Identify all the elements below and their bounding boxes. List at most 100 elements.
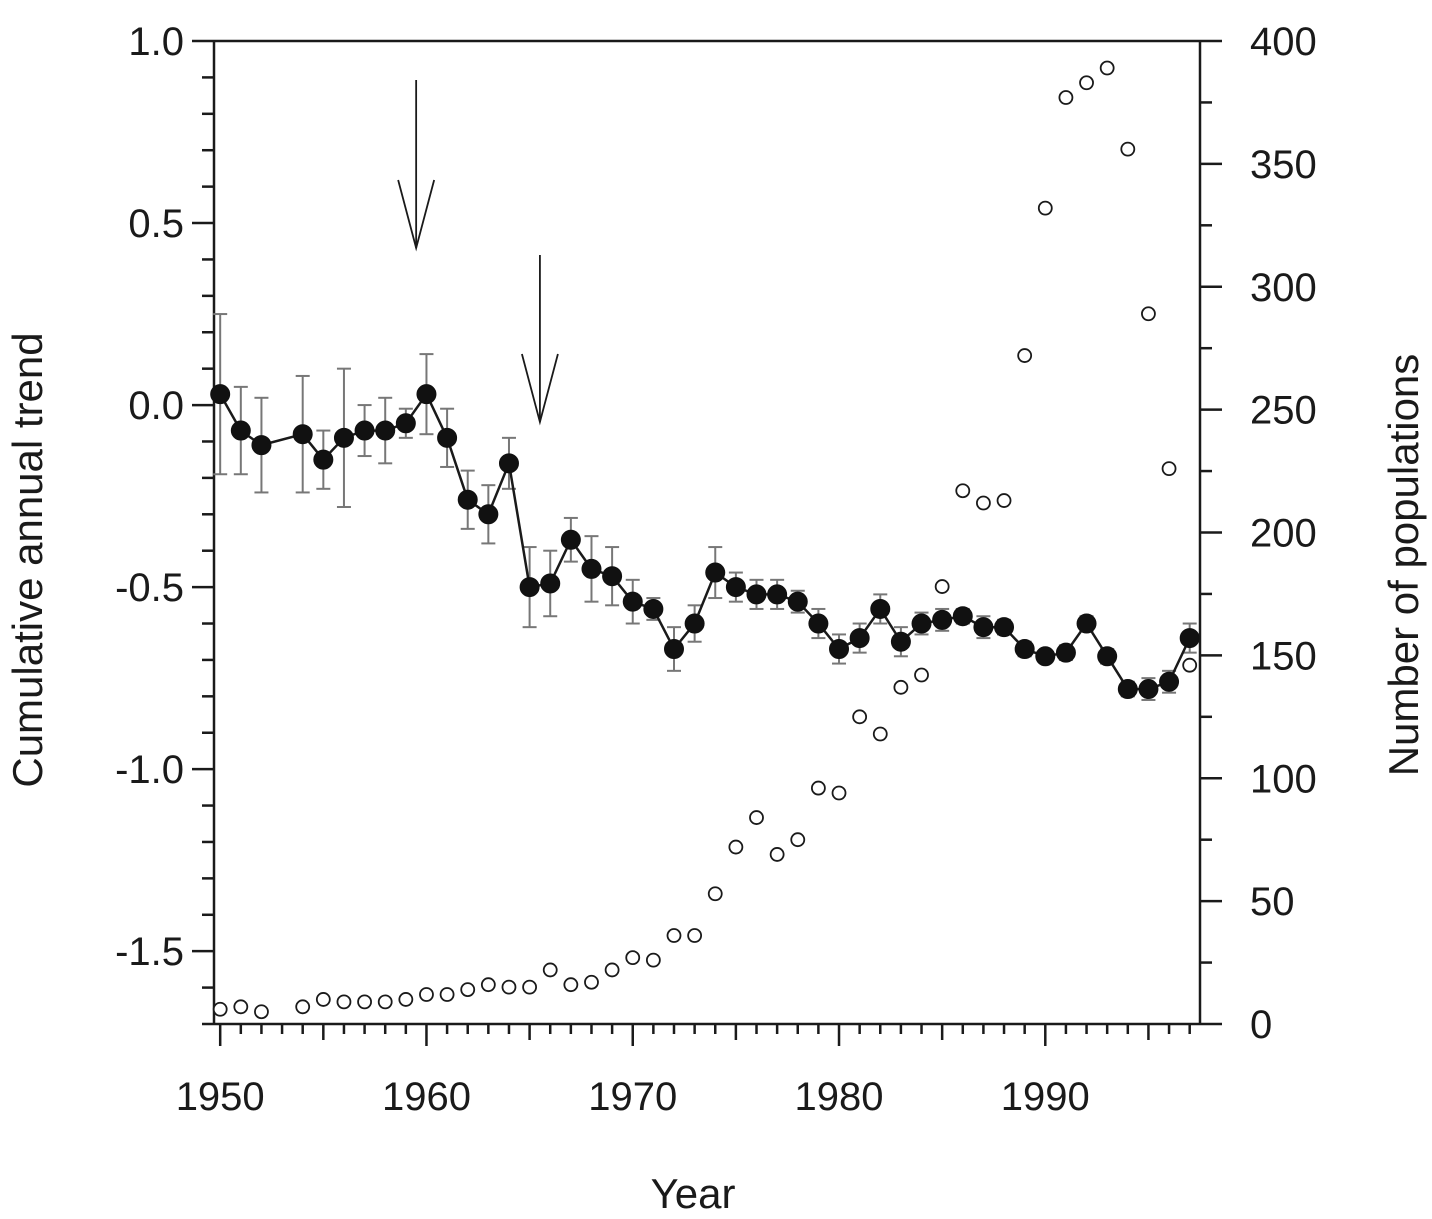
x-tick-label: 1970 bbox=[588, 1075, 677, 1119]
population-count-point bbox=[584, 974, 599, 990]
population-count-point bbox=[439, 987, 455, 1002]
population-count-point bbox=[914, 667, 929, 683]
right-tick-label: 200 bbox=[1250, 512, 1317, 556]
population-count-point bbox=[542, 962, 558, 978]
population-count-point bbox=[1099, 60, 1115, 76]
population-count-point bbox=[955, 483, 971, 499]
right-tick-label: 300 bbox=[1250, 266, 1317, 310]
population-count-point bbox=[996, 493, 1012, 508]
plot-frame bbox=[212, 39, 1202, 1026]
population-count-point bbox=[522, 979, 538, 995]
population-count-point bbox=[749, 810, 764, 825]
trend-point bbox=[498, 453, 519, 474]
trend-point bbox=[746, 584, 767, 605]
annotation-arrow bbox=[397, 80, 436, 252]
population-count-point bbox=[480, 977, 496, 993]
trend-point bbox=[333, 427, 354, 448]
population-count-point bbox=[976, 495, 991, 511]
population-count-point bbox=[501, 979, 517, 995]
left-tick-label: -1.0 bbox=[115, 748, 184, 792]
x-tick-label: 1950 bbox=[176, 1075, 265, 1119]
population-count-point bbox=[728, 839, 744, 855]
population-count-point bbox=[872, 726, 888, 742]
cumulative-trend-series bbox=[210, 313, 1200, 701]
population-count-point bbox=[563, 977, 579, 993]
population-count-point bbox=[1120, 141, 1136, 157]
population-count-series bbox=[212, 60, 1198, 1020]
population-count-point bbox=[357, 994, 372, 1010]
trend-point bbox=[602, 566, 623, 587]
population-count-point bbox=[893, 679, 909, 695]
trend-point bbox=[1014, 639, 1035, 660]
left-tick-label: -1.5 bbox=[115, 930, 184, 974]
population-count-point bbox=[790, 832, 806, 848]
left-axis-title: Cumulative annual trend bbox=[4, 332, 51, 787]
left-tick-label: 1.0 bbox=[128, 20, 184, 64]
trend-point bbox=[1159, 671, 1180, 692]
trend-point bbox=[416, 384, 437, 405]
x-tick-label: 1990 bbox=[1001, 1075, 1090, 1119]
trend-point bbox=[829, 639, 850, 660]
right-axis-title: Number of populations bbox=[1380, 354, 1427, 777]
x-axis-title: Year bbox=[651, 1170, 736, 1217]
population-count-point bbox=[1079, 75, 1094, 91]
trend-point bbox=[911, 613, 932, 634]
trend-point bbox=[870, 598, 891, 619]
annotation-arrow bbox=[521, 255, 559, 426]
trend-point bbox=[973, 617, 994, 638]
population-count-point bbox=[769, 847, 785, 862]
population-count-point bbox=[1037, 200, 1053, 216]
trend-point bbox=[643, 598, 664, 619]
population-count-point bbox=[398, 992, 414, 1007]
population-count-point bbox=[1141, 306, 1156, 322]
population-count-point bbox=[1182, 657, 1198, 673]
trend-point bbox=[684, 613, 705, 634]
population-count-point bbox=[852, 709, 868, 725]
trend-point bbox=[540, 573, 561, 594]
right-tick-label: 0 bbox=[1250, 1003, 1272, 1047]
trend-point bbox=[1097, 646, 1118, 667]
left-tick-label: -0.5 bbox=[115, 566, 184, 610]
population-count-point bbox=[934, 579, 950, 594]
x-tick-label: 1960 bbox=[382, 1075, 471, 1119]
right-tick-label: 50 bbox=[1250, 880, 1295, 924]
trend-point bbox=[560, 529, 581, 550]
right-tick-label: 400 bbox=[1250, 20, 1317, 64]
population-count-point bbox=[295, 999, 311, 1015]
population-count-point bbox=[604, 962, 620, 978]
trend-point bbox=[210, 384, 231, 405]
population-count-point bbox=[419, 987, 434, 1002]
population-count-point bbox=[1017, 348, 1033, 363]
trend-point bbox=[1055, 642, 1076, 663]
trend-point bbox=[622, 591, 643, 612]
trend-point bbox=[581, 558, 602, 579]
population-count-point bbox=[254, 1004, 269, 1020]
trend-point bbox=[1076, 613, 1097, 634]
trend-point bbox=[457, 489, 478, 510]
population-count-point bbox=[645, 952, 661, 968]
trend-point bbox=[478, 504, 499, 525]
population-count-point bbox=[315, 992, 331, 1007]
trend-point bbox=[1035, 646, 1056, 667]
trend-point bbox=[725, 577, 746, 598]
trend-point bbox=[1179, 628, 1200, 649]
trend-point bbox=[787, 591, 808, 612]
population-count-point bbox=[810, 780, 826, 796]
population-count-point bbox=[1161, 461, 1177, 477]
right-tick-label: 100 bbox=[1250, 757, 1317, 801]
left-tick-label: 0.5 bbox=[128, 202, 184, 246]
trend-point bbox=[292, 424, 313, 445]
trend-point bbox=[230, 420, 251, 441]
left-tick-label: 0.0 bbox=[128, 384, 184, 428]
population-count-point bbox=[1058, 90, 1074, 105]
arrow-head bbox=[521, 353, 559, 426]
trend-point bbox=[354, 420, 375, 441]
trend-point bbox=[808, 613, 829, 634]
trend-point bbox=[1138, 679, 1159, 700]
population-count-point bbox=[460, 982, 476, 997]
population-count-point bbox=[336, 994, 352, 1010]
trend-point bbox=[519, 577, 540, 598]
left-axis-ticks: 1.0 0.5 0.0 -0.5 -1.0 -1.5 bbox=[115, 20, 214, 1026]
trend-point bbox=[767, 584, 788, 605]
